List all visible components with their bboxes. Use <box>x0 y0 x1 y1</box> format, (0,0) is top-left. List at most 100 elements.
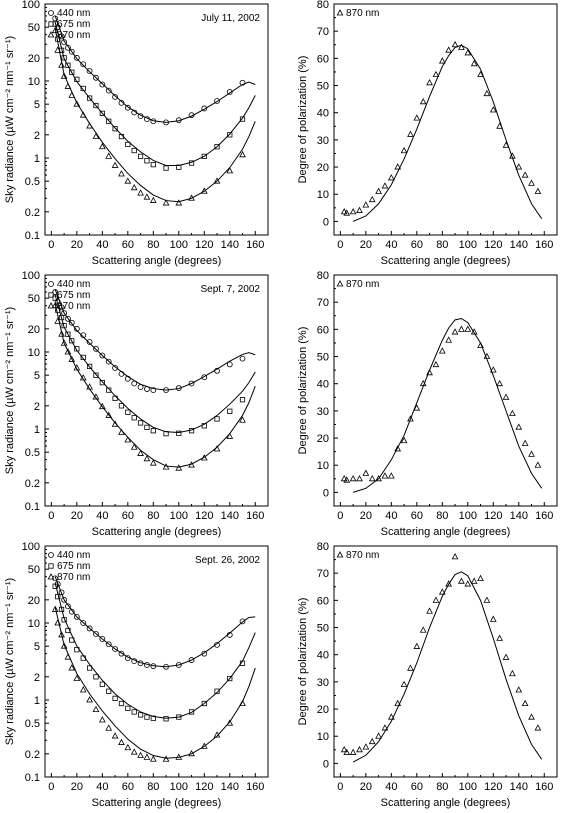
data-point <box>445 580 453 587</box>
data-point <box>163 387 169 394</box>
y-tick-label: 20 <box>317 433 329 445</box>
x-tick-label: 60 <box>411 239 423 251</box>
data-point <box>188 749 195 757</box>
data-point <box>200 187 208 194</box>
y-tick-label: 0.2 <box>25 749 40 761</box>
x-axis-title: Scattering angle (degrees) <box>381 526 511 538</box>
data-point <box>407 664 414 671</box>
data-point <box>534 724 542 731</box>
data-point <box>130 443 138 450</box>
data-point <box>80 620 87 626</box>
data-point <box>150 162 156 168</box>
chart-panel-0: 0 20 40 60 80 100 120 140 160 0.1 0.2 0.5 1 2 5 10 20 50 1… <box>4 0 269 267</box>
y-tick-label: 20 <box>28 324 40 336</box>
data-point <box>214 688 220 694</box>
data-point <box>74 76 80 82</box>
data-point <box>58 330 65 337</box>
data-point <box>438 347 446 354</box>
y-tick-label: 50 <box>317 352 329 364</box>
data-point <box>144 662 150 668</box>
data-point <box>149 196 157 203</box>
data-point <box>61 596 68 603</box>
data-point <box>239 79 246 86</box>
plot-frame <box>333 545 558 778</box>
data-point <box>52 289 59 295</box>
data-point <box>340 208 348 215</box>
data-point <box>118 133 125 140</box>
data-point <box>58 61 65 68</box>
y-tick-label: 60 <box>317 324 329 336</box>
data-point <box>381 182 389 189</box>
data-point <box>239 355 246 362</box>
x-tick-label: 100 <box>459 510 477 522</box>
data-point <box>343 476 351 483</box>
data-point <box>137 660 144 667</box>
x-tick-label: 0 <box>337 510 343 522</box>
data-point <box>118 403 125 409</box>
data-point <box>125 409 131 415</box>
legend-marker <box>48 552 54 558</box>
data-point <box>502 653 510 660</box>
data-point <box>213 731 221 738</box>
data-point <box>458 43 465 50</box>
x-tick-label: 0 <box>337 239 343 251</box>
data-point <box>58 631 65 638</box>
y-tick-label: 40 <box>317 650 329 662</box>
data-point <box>227 408 233 414</box>
data-point <box>137 153 144 159</box>
data-point <box>176 714 182 720</box>
data-point <box>52 575 59 582</box>
x-tick-label: 60 <box>122 239 134 251</box>
data-point <box>214 144 220 150</box>
y-tick-label: 70 <box>317 297 329 309</box>
x-tick-label: 40 <box>96 781 108 793</box>
y-tick-label: 60 <box>317 595 329 607</box>
data-point <box>87 95 93 101</box>
x-tick-label: 40 <box>385 781 397 793</box>
x-tick-label: 40 <box>96 239 108 251</box>
data-point <box>400 680 408 687</box>
x-axis-title: Scattering angle (degrees) <box>381 255 511 267</box>
data-point <box>124 655 131 662</box>
data-point <box>201 374 208 381</box>
data-point <box>214 367 220 374</box>
data-point <box>515 423 523 430</box>
data-point <box>112 395 118 401</box>
data-point <box>68 608 75 615</box>
data-point <box>227 675 233 682</box>
data-point <box>226 361 233 368</box>
model-curve-870-nm <box>352 44 543 222</box>
x-tick-label: 80 <box>436 781 448 793</box>
data-point <box>99 681 105 687</box>
data-point <box>124 436 132 443</box>
data-point <box>426 368 433 376</box>
chart-panel-5: 0 20 40 60 80 100 120 140 160 0 10 20 30 40 50 60 70 80 Sc… <box>297 541 558 809</box>
data-point <box>65 603 71 610</box>
data-point <box>394 699 402 707</box>
data-point <box>226 167 234 174</box>
legend-label: 870 nm <box>346 8 379 19</box>
legend-label: 440 nm <box>57 8 90 19</box>
legend-marker <box>336 551 344 558</box>
data-point <box>226 719 234 726</box>
y-tick-label: 50 <box>28 22 40 34</box>
data-point <box>112 695 118 701</box>
data-point <box>356 206 363 213</box>
data-point <box>201 105 208 112</box>
y-tick-label: 20 <box>317 704 329 716</box>
data-point <box>368 737 376 745</box>
legend-marker <box>47 31 55 38</box>
data-point <box>143 193 151 200</box>
data-point <box>124 375 131 382</box>
data-point <box>99 380 105 386</box>
legend-marker <box>48 292 54 298</box>
data-point <box>419 379 427 387</box>
data-point <box>175 753 183 760</box>
legend-marker <box>48 10 54 16</box>
data-point <box>99 110 105 116</box>
y-tick-label: 10 <box>317 189 329 201</box>
data-point <box>489 106 497 113</box>
legend-label: 675 nm <box>57 19 90 30</box>
data-point <box>112 365 118 371</box>
y-tick-label: 0.1 <box>25 501 40 513</box>
